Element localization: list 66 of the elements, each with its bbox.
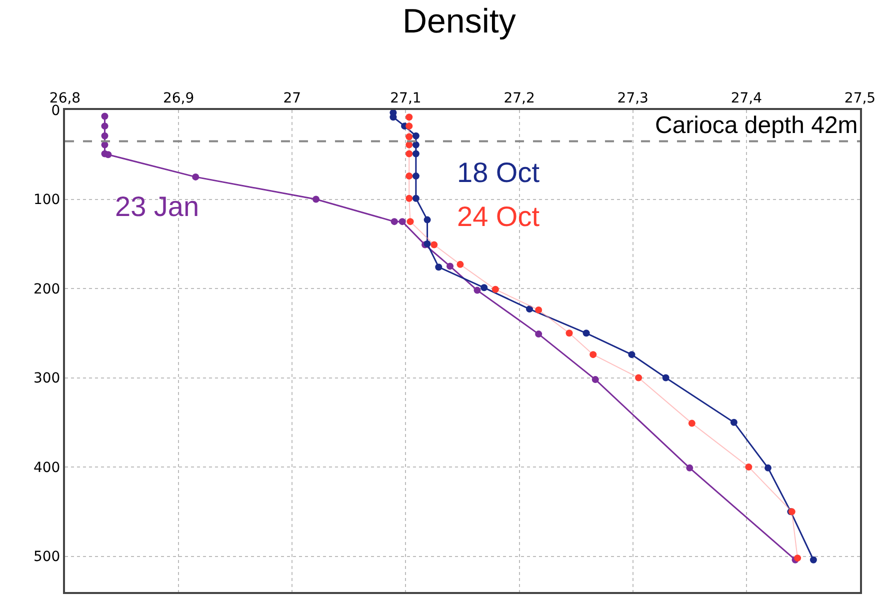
point — [312, 196, 320, 203]
point — [526, 306, 534, 313]
point — [101, 141, 108, 148]
point — [492, 286, 499, 293]
point — [794, 554, 802, 562]
chart-title: Density — [402, 2, 516, 41]
point — [101, 112, 108, 120]
y-tick-label: 100 — [33, 192, 60, 208]
point — [592, 376, 599, 384]
point — [390, 218, 398, 226]
point — [412, 141, 420, 148]
series-label: 23 Jan — [115, 191, 200, 222]
point — [406, 114, 413, 121]
series-label: 24 Oct — [457, 201, 540, 232]
point — [446, 262, 454, 270]
point — [412, 172, 420, 180]
point — [480, 284, 488, 292]
point — [535, 330, 542, 338]
x-tick-label: 27,2 — [504, 90, 535, 106]
point — [686, 464, 694, 472]
point — [764, 464, 772, 472]
y-tick-label: 200 — [33, 281, 60, 298]
series-label: 18 Oct — [457, 157, 540, 188]
point — [398, 218, 406, 226]
point — [628, 351, 636, 358]
point — [412, 150, 420, 158]
point — [730, 418, 738, 426]
point — [406, 150, 413, 158]
point — [406, 172, 413, 180]
point — [424, 216, 431, 224]
point — [474, 286, 481, 294]
point — [456, 260, 464, 268]
point — [435, 264, 442, 271]
point — [688, 420, 696, 427]
y-tick-label: 300 — [33, 370, 60, 387]
y-tick-label: 400 — [33, 460, 60, 476]
point — [101, 132, 108, 140]
point — [406, 141, 413, 148]
point — [406, 194, 413, 202]
point — [406, 218, 414, 226]
x-tick-label: 27,3 — [617, 90, 648, 106]
point — [582, 330, 590, 337]
y-tick-label: 500 — [33, 549, 60, 566]
point — [390, 114, 397, 121]
point — [590, 351, 597, 358]
x-tick-label: 26,9 — [162, 90, 194, 106]
point — [566, 330, 573, 337]
point — [412, 194, 420, 202]
point — [406, 122, 413, 130]
point — [412, 132, 420, 140]
ref-line-label: Carioca depth 42m — [655, 112, 858, 139]
x-tick-label: 27,4 — [730, 90, 762, 106]
point — [810, 556, 817, 564]
point — [101, 122, 108, 130]
y-tick-label: 0 — [51, 102, 60, 119]
point — [745, 464, 752, 471]
point — [535, 306, 542, 314]
point — [635, 374, 642, 382]
point — [430, 241, 438, 248]
x-tick-label: 27,1 — [390, 90, 422, 106]
point — [662, 374, 670, 382]
point — [192, 173, 200, 180]
point — [104, 151, 112, 158]
x-tick-label: 27,5 — [844, 90, 876, 106]
point — [406, 133, 413, 140]
x-tick-label: 27 — [283, 90, 302, 106]
